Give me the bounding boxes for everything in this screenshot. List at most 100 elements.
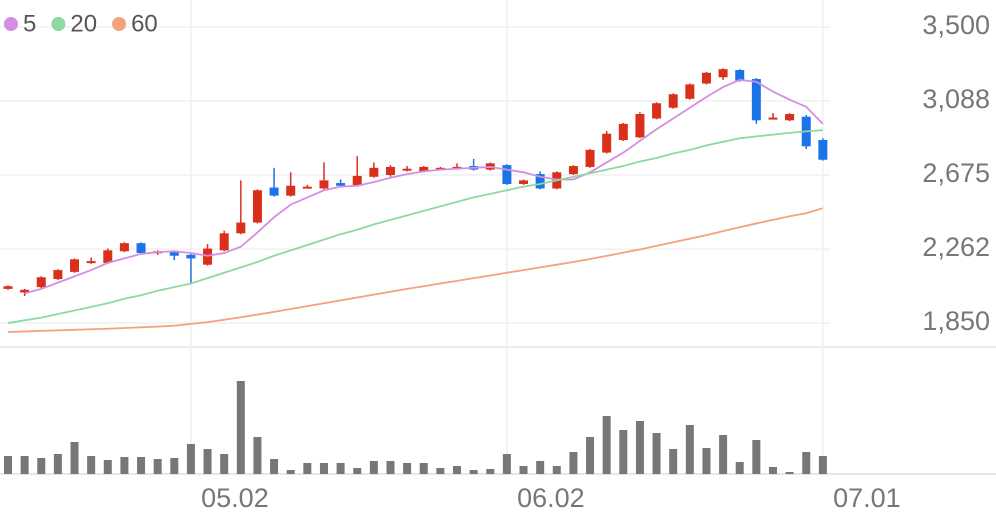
volume-bar <box>569 452 578 474</box>
candle-body <box>568 166 578 175</box>
volume-bar <box>619 430 628 474</box>
volume-bar <box>220 454 229 474</box>
candle-body <box>385 166 395 175</box>
legend-label: 5 <box>23 10 36 37</box>
candle-body <box>352 175 362 186</box>
volume-bar <box>453 466 462 474</box>
x-tick-label: 07.01 <box>833 483 901 513</box>
volume-bar <box>170 458 179 474</box>
volume-bar <box>486 469 495 474</box>
volume-bar <box>635 421 644 474</box>
candle-body <box>685 84 695 99</box>
volume-bar <box>37 458 46 474</box>
volume-bar <box>369 461 378 474</box>
volume-bar <box>536 461 545 474</box>
candle-body <box>535 174 545 189</box>
candle-body <box>735 70 745 81</box>
candle-body <box>519 180 529 184</box>
volume-bar <box>403 463 412 474</box>
volume-bar <box>602 416 611 474</box>
candle-body <box>36 277 46 288</box>
volume-bar <box>120 457 129 474</box>
candle-body <box>618 123 628 141</box>
volume-bar <box>20 456 29 474</box>
candle-body <box>53 270 63 280</box>
candle-body <box>86 261 96 264</box>
y-tick-label: 1,850 <box>922 306 990 336</box>
volume-bar <box>53 454 62 474</box>
volume-bar <box>752 440 761 474</box>
legend-label: 60 <box>131 10 158 37</box>
y-tick-label: 2,675 <box>922 158 990 188</box>
volume-bar <box>4 456 12 474</box>
candle-body <box>785 114 795 121</box>
candle-body <box>136 243 146 254</box>
candle-body <box>751 79 761 121</box>
volume-bar <box>353 468 362 474</box>
candle-body <box>219 233 229 251</box>
candle-body <box>319 180 329 189</box>
volume-bar <box>319 463 328 474</box>
ma-line <box>24 79 824 295</box>
volume-bar <box>203 449 212 474</box>
volume-bar <box>519 466 528 474</box>
volume-bar <box>669 449 678 474</box>
volume-bar <box>253 437 262 474</box>
candle-body <box>3 286 13 289</box>
volume-bar <box>87 456 96 474</box>
ma-line <box>7 129 823 324</box>
volume-bar <box>270 459 279 474</box>
volume-bar <box>768 467 777 474</box>
y-tick-label: 3,500 <box>922 10 990 40</box>
volume-bar <box>586 437 595 474</box>
candle-body <box>336 183 346 186</box>
volume-bar <box>336 463 345 474</box>
candle-body <box>419 166 429 172</box>
candle-body <box>286 185 296 196</box>
legend-dot <box>4 17 18 31</box>
ma-line <box>7 207 824 333</box>
volume-bar <box>186 444 195 474</box>
candle-body <box>369 167 379 177</box>
candle-body <box>602 133 612 153</box>
candle-body <box>186 254 196 259</box>
candle-body <box>668 94 678 108</box>
volume-bar <box>436 468 445 474</box>
x-tick-label: 06.02 <box>517 483 585 513</box>
volume-bar <box>818 456 827 474</box>
volume-bar <box>502 454 511 474</box>
legend-dot <box>112 17 127 31</box>
volume-bar <box>702 448 711 474</box>
volume-bar <box>303 463 312 474</box>
candle-body <box>302 186 312 189</box>
candle-body <box>585 149 595 167</box>
x-tick-label: 05.02 <box>201 483 269 513</box>
volume-bar <box>719 435 728 474</box>
candle-body <box>502 165 512 184</box>
volume-bar <box>802 452 811 474</box>
candle-body <box>252 190 262 223</box>
volume-bar <box>386 461 395 474</box>
candle-body <box>169 252 179 256</box>
candle-body <box>103 250 113 263</box>
candle-body <box>652 103 662 119</box>
candle-body <box>718 69 728 78</box>
candle-body <box>818 140 828 160</box>
candle-body <box>635 114 645 138</box>
volume-bar <box>137 457 146 474</box>
y-tick-label: 2,262 <box>922 232 990 262</box>
volume-bar <box>236 381 245 474</box>
candle-body <box>119 243 129 252</box>
candle-body <box>269 187 279 196</box>
volume-bar <box>735 462 744 474</box>
candle-body <box>768 117 778 120</box>
volume-bar <box>685 425 694 474</box>
volume-bar <box>785 472 794 474</box>
volume-bar <box>103 460 112 474</box>
volume-bar <box>652 433 661 474</box>
legend-label: 20 <box>70 10 97 37</box>
volume-bar <box>286 470 295 474</box>
volume-bar <box>70 442 79 474</box>
candle-body <box>402 168 412 171</box>
